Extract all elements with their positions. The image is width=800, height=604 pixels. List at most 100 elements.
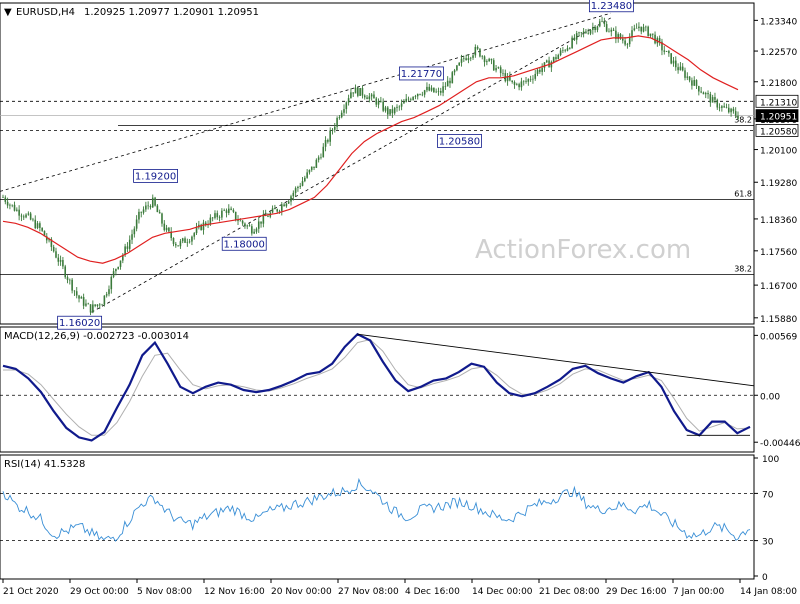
price-axis-label: 1.22570 — [760, 48, 797, 58]
candle-body — [686, 76, 689, 78]
candle-body — [18, 209, 20, 216]
rsi-axis-label: 30 — [762, 538, 774, 548]
candle-body — [188, 241, 191, 243]
candle-body — [62, 260, 64, 267]
candle-body — [525, 80, 527, 82]
candle-body — [707, 93, 709, 95]
candle-body — [419, 93, 421, 95]
time-axis-label: 20 Nov 00:00 — [271, 587, 332, 597]
candle-body — [476, 47, 479, 49]
candle-body — [69, 279, 71, 281]
candle-body — [373, 94, 375, 99]
time-axis-label: 14 Dec 00:00 — [472, 587, 533, 597]
candle-body — [135, 219, 138, 229]
candle-body — [36, 223, 39, 229]
candle-body — [13, 204, 16, 211]
candle-body — [511, 80, 514, 83]
candle-body — [239, 220, 242, 222]
price-axis-label: 1.20100 — [760, 147, 797, 157]
candle-body — [490, 58, 493, 61]
candle-body — [557, 55, 560, 60]
candle-body — [527, 79, 530, 82]
candle-body — [253, 231, 255, 234]
candle-body — [32, 219, 34, 221]
candle-body — [327, 140, 329, 142]
candle-body — [333, 126, 336, 130]
candle-body — [209, 217, 212, 225]
candle-body — [386, 107, 389, 115]
candle-body — [322, 146, 325, 158]
candle-body — [396, 106, 398, 108]
candle-body — [658, 38, 661, 42]
candle-body — [587, 32, 590, 34]
candle-body — [193, 233, 196, 237]
channel-upper-line — [0, 12, 611, 192]
candle-body — [608, 31, 610, 33]
candle-body — [82, 297, 85, 306]
candle-body — [430, 87, 433, 91]
candle-body — [603, 21, 606, 25]
candle-body — [357, 87, 359, 96]
candle-body — [573, 37, 576, 40]
time-axis-label: 14 Jan 08:00 — [740, 587, 797, 597]
candle-body — [469, 57, 472, 59]
candle-body — [596, 26, 599, 30]
candle-body — [177, 245, 179, 247]
candle-body — [251, 226, 253, 234]
candle-body — [234, 211, 237, 220]
candle-body — [463, 58, 465, 59]
swing-label-box — [399, 66, 444, 81]
candle-body — [594, 27, 596, 30]
candle-body — [624, 40, 626, 45]
candle-body — [483, 56, 486, 63]
candle-body — [119, 260, 122, 267]
candle-body — [232, 209, 235, 212]
candle-body — [168, 227, 170, 232]
macd-signal-line — [3, 338, 751, 436]
candle-body — [633, 28, 636, 31]
candle-body — [124, 246, 126, 255]
candle-body — [2, 197, 4, 198]
candle-body — [20, 215, 23, 217]
candle-body — [156, 205, 159, 213]
candle-body — [665, 51, 668, 52]
swing-label: 1.16020 — [59, 318, 100, 329]
candle-body — [497, 67, 500, 69]
channel-lower-line — [91, 17, 611, 313]
candle-body — [48, 239, 50, 241]
time-axis-label: 21 Dec 08:00 — [539, 587, 600, 597]
candle-body — [428, 86, 431, 91]
candle-body — [492, 60, 495, 71]
candle-body — [460, 58, 463, 63]
swing-label-box — [133, 169, 178, 183]
rsi-line — [2, 477, 751, 542]
candle-body — [287, 201, 290, 204]
candle-body — [354, 87, 357, 94]
candle-body — [529, 79, 532, 80]
macd-axis-label: -0.00446 — [760, 439, 800, 449]
macd-axis-label: 0.00569 — [760, 332, 797, 342]
candle-body — [661, 41, 663, 51]
price-tag-label: 1.21310 — [760, 98, 797, 108]
candle-body — [320, 157, 322, 158]
candle-body — [191, 236, 193, 242]
candle-body — [737, 115, 739, 119]
candle-body — [292, 192, 295, 197]
candle-body — [642, 26, 645, 32]
candle-body — [442, 86, 444, 93]
candle-body — [691, 80, 693, 86]
candle-body — [108, 289, 110, 295]
candle-body — [679, 66, 682, 71]
candle-body — [223, 210, 225, 211]
candle-body — [403, 101, 405, 104]
price-axis-label: 1.16700 — [760, 282, 797, 292]
rsi-title: RSI(14) 41.5328 — [4, 459, 85, 470]
candle-body — [518, 84, 520, 88]
candle-body — [552, 57, 555, 62]
candle-body — [115, 268, 117, 272]
candle-body — [202, 222, 205, 231]
fib-level-label: 61.8 — [734, 189, 752, 198]
candle-body — [617, 34, 619, 39]
candle-body — [370, 94, 373, 97]
